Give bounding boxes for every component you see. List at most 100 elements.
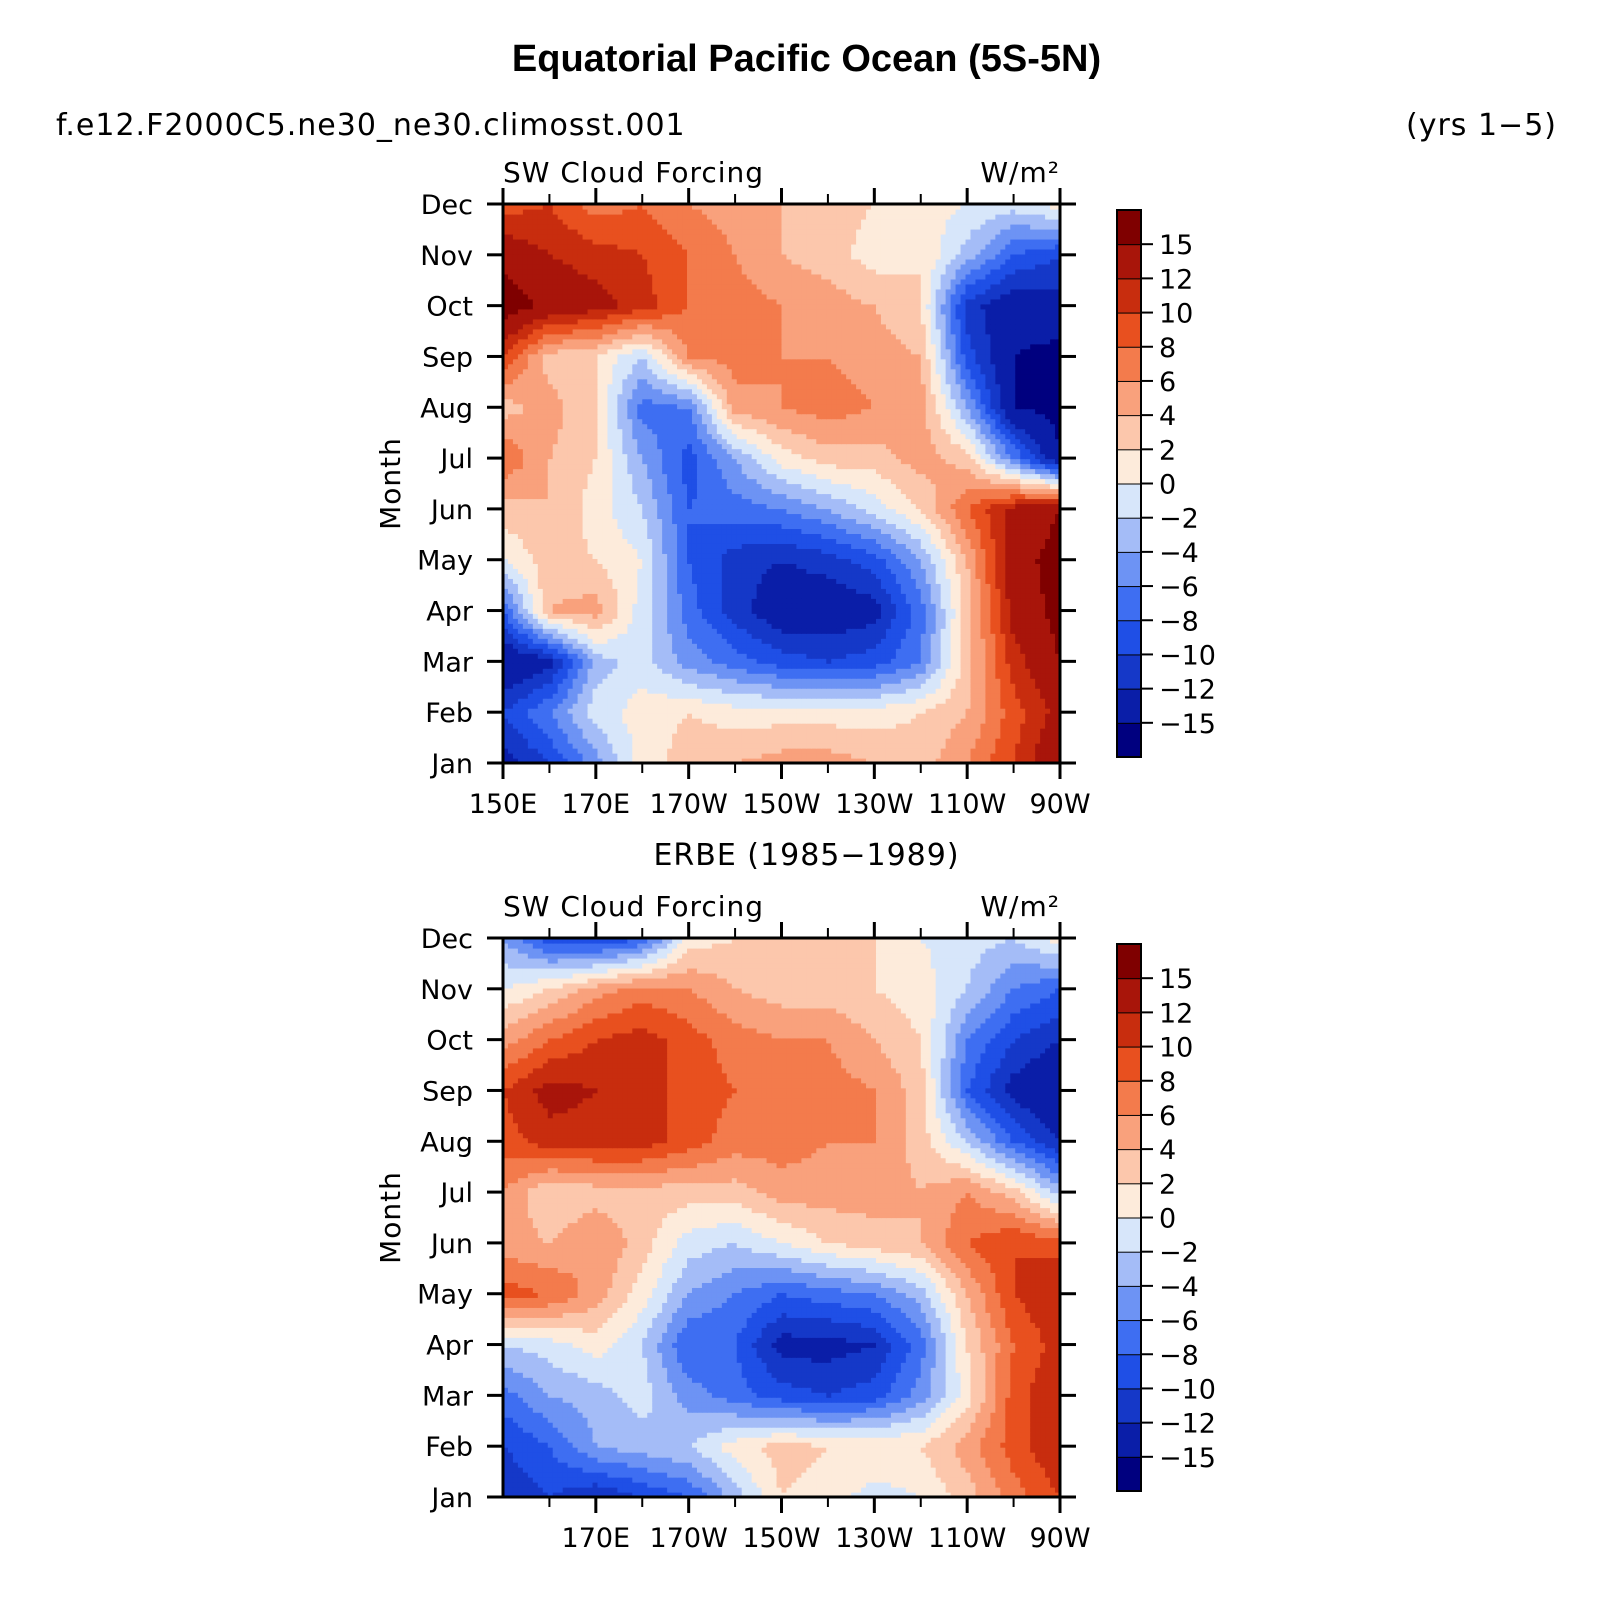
model-field-cell <box>716 753 723 759</box>
model-field-cell <box>846 733 852 739</box>
model-field-cell <box>587 713 594 719</box>
model-field-cell <box>940 703 947 709</box>
model-field-cell <box>552 758 559 764</box>
model-field-cell <box>945 578 952 584</box>
model-field-cell <box>861 728 867 734</box>
model-field-cell <box>602 613 609 619</box>
model-field-cell <box>950 568 957 574</box>
model-field-cell <box>1000 618 1006 624</box>
model-field-cell <box>577 583 584 589</box>
model-field-cell <box>985 663 991 669</box>
model-field-cell <box>567 593 574 599</box>
model-field-cell <box>766 608 773 614</box>
model-field-cell <box>880 598 887 604</box>
model-field-cell <box>910 623 917 629</box>
model-field-cell <box>721 718 728 724</box>
model-field-cell <box>920 553 927 559</box>
model-field-cell <box>677 538 683 544</box>
model-field-cell <box>532 613 539 619</box>
model-field-cell <box>741 573 748 579</box>
model-field-cell <box>1045 693 1051 699</box>
model-field-cell <box>945 643 952 649</box>
model-field-cell <box>672 743 678 749</box>
model-field-cell <box>806 598 812 604</box>
model-field-cell <box>562 718 569 724</box>
model-field-cell <box>687 573 693 579</box>
model-field-cell <box>736 668 743 674</box>
model-field-cell <box>647 538 653 544</box>
model-field-cell <box>781 703 788 709</box>
model-field-cell <box>781 733 788 739</box>
model-field-cell <box>880 723 887 729</box>
model-field-cell <box>771 703 778 709</box>
model-field-cell <box>880 713 887 719</box>
model-field-cell <box>597 613 604 619</box>
model-field-cell <box>701 648 708 654</box>
model-field-cell <box>557 648 564 654</box>
model-field-cell <box>662 683 668 689</box>
model-field-cell <box>1055 688 1061 694</box>
model-field-cell <box>776 643 783 649</box>
model-field-cell <box>801 753 807 759</box>
model-field-cell <box>597 663 604 669</box>
model-field-cell <box>950 633 957 639</box>
model-field-cell <box>910 618 917 624</box>
model-field-cell <box>642 748 648 754</box>
model-field-cell <box>866 548 872 554</box>
model-field-cell <box>522 638 529 644</box>
model-field-cell <box>786 548 793 554</box>
model-field-cell <box>522 718 529 724</box>
model-field-cell <box>771 733 778 739</box>
model-field-cell <box>776 748 783 754</box>
model-field-cell <box>816 743 822 749</box>
model-field-cell <box>572 628 579 634</box>
model-field-cell <box>612 638 618 644</box>
model-field-cell <box>866 598 872 604</box>
model-field-cell <box>905 638 912 644</box>
model-field-cell <box>875 673 882 679</box>
model-field-cell <box>1030 718 1036 724</box>
model-field-cell <box>856 618 862 624</box>
model-field-cell <box>1030 563 1036 569</box>
model-field-cell <box>716 748 723 754</box>
model-field-cell <box>1055 733 1061 739</box>
model-field-cell <box>711 738 718 744</box>
model-field-cell <box>746 683 753 689</box>
model-field-cell <box>731 748 738 754</box>
model-field-cell <box>791 758 798 764</box>
model-field-cell <box>895 673 902 679</box>
model-field-cell <box>667 728 673 734</box>
model-field-cell <box>846 753 852 759</box>
model-field-cell <box>955 578 962 584</box>
model-field-cell <box>602 618 609 624</box>
model-field-cell <box>965 638 972 644</box>
model-field-cell <box>895 703 902 709</box>
model-field-cell <box>746 658 753 664</box>
model-field-cell <box>985 618 991 624</box>
model-field-cell <box>696 608 703 614</box>
model-field-cell <box>612 633 618 639</box>
model-field-cell <box>687 608 693 614</box>
model-field-cell <box>786 553 793 559</box>
model-field-cell <box>796 743 802 749</box>
model-field-cell <box>517 753 524 759</box>
model-field-cell <box>900 708 907 714</box>
model-field-cell <box>781 638 788 644</box>
model-field-cell <box>687 603 693 609</box>
model-field-cell <box>547 628 554 634</box>
model-field-cell <box>1020 603 1026 609</box>
model-field-cell <box>552 743 559 749</box>
model-field-cell <box>866 728 872 734</box>
model-field-cell <box>612 628 618 634</box>
model-field-cell <box>875 608 882 614</box>
model-field-cell <box>522 723 529 729</box>
model-field-cell <box>831 668 837 674</box>
model-field-cell <box>1050 738 1056 744</box>
model-field-cell <box>557 558 564 564</box>
model-field-cell <box>662 633 668 639</box>
model-field-cell <box>632 733 638 739</box>
model-field-cell <box>711 723 718 729</box>
model-field-cell <box>990 703 996 709</box>
model-field-cell <box>542 593 549 599</box>
model-field-cell <box>980 703 986 709</box>
